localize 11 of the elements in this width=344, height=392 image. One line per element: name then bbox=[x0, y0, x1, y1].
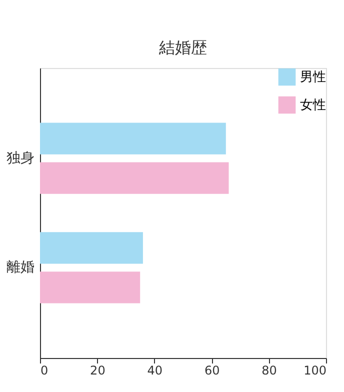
x-tick-label: 80 bbox=[262, 364, 277, 378]
legend-label: 男性 bbox=[300, 70, 326, 85]
x-tick-label: 20 bbox=[90, 364, 106, 378]
y-tick-label: 独身 bbox=[6, 150, 34, 166]
y-tick-label: 離婚 bbox=[6, 260, 34, 276]
x-tick-label: 60 bbox=[204, 364, 220, 378]
legend-label: 女性 bbox=[300, 98, 326, 113]
x-tick-label: 100 bbox=[304, 364, 326, 378]
x-tick-label: 40 bbox=[147, 364, 163, 378]
chart-title: 結婚歴 bbox=[158, 38, 207, 57]
x-tick-label: 0 bbox=[40, 364, 48, 378]
